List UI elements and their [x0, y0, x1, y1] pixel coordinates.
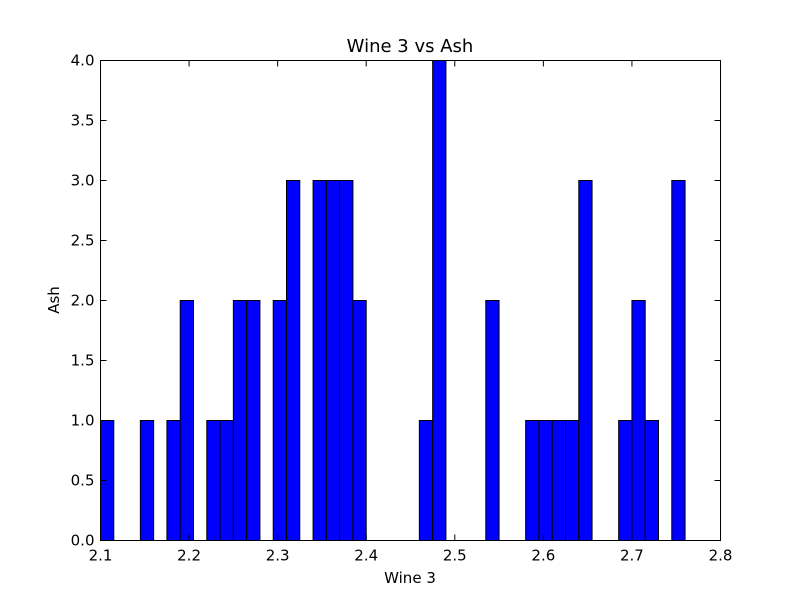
histogram-bar — [246, 300, 261, 541]
histogram-bar — [551, 420, 567, 541]
x-tick-label: 2.5 — [443, 547, 467, 565]
histogram-bar — [179, 300, 194, 541]
y-axis-label: Ash — [45, 286, 63, 314]
y-tick-label: 0.5 — [71, 472, 95, 490]
histogram-bar — [525, 420, 540, 541]
histogram-bar — [352, 300, 367, 541]
y-tick-label: 2.0 — [71, 292, 95, 310]
histogram-bar — [286, 180, 301, 541]
histogram-bar — [578, 180, 593, 541]
histogram-bar — [671, 180, 686, 541]
bars-group — [100, 60, 686, 541]
histogram-bar — [631, 300, 646, 541]
y-tick-label: 0.0 — [71, 532, 95, 550]
y-tick-label: 3.5 — [71, 112, 95, 130]
histogram-bar — [166, 420, 181, 541]
histogram-bar — [644, 420, 660, 541]
y-tick-label: 3.0 — [71, 172, 95, 190]
x-axis-label: Wine 3 — [384, 569, 436, 587]
plot-frame — [100, 60, 721, 541]
histogram-bar — [432, 60, 447, 541]
ticks-group: 2.1 2.2 2.3 2.4 2.5 2.6 2.7 2.8 0.0 0.5 1.0 1.5 2.0 2… — [71, 52, 733, 565]
x-tick-label: 2.3 — [266, 547, 290, 565]
histogram-bar — [339, 180, 354, 541]
histogram-bar — [325, 180, 341, 541]
x-tick-label: 2.6 — [531, 547, 555, 565]
histogram-bar — [485, 300, 500, 541]
chart-title: Wine 3 vs Ash — [347, 36, 474, 57]
x-tick-label: 2.1 — [89, 547, 113, 565]
histogram-bar — [538, 420, 553, 541]
y-tick-label: 4.0 — [71, 52, 95, 70]
x-tick-label: 2.8 — [709, 547, 733, 565]
histogram-bar — [272, 300, 288, 541]
histogram-bar — [565, 420, 580, 541]
y-tick-label: 2.5 — [71, 232, 95, 250]
histogram-bar — [139, 420, 155, 541]
x-tick-label: 2.4 — [354, 547, 378, 565]
histogram-bar — [206, 420, 221, 541]
y-tick-label: 1.0 — [71, 412, 95, 430]
histogram-bar — [312, 180, 327, 541]
histogram-bar — [418, 420, 434, 541]
x-tick-label: 2.2 — [177, 547, 201, 565]
histogram-bar — [232, 300, 248, 541]
histogram-bar — [219, 420, 234, 541]
y-tick-label: 1.5 — [71, 352, 95, 370]
x-tick-label: 2.7 — [620, 547, 644, 565]
histogram-bar — [618, 420, 633, 541]
